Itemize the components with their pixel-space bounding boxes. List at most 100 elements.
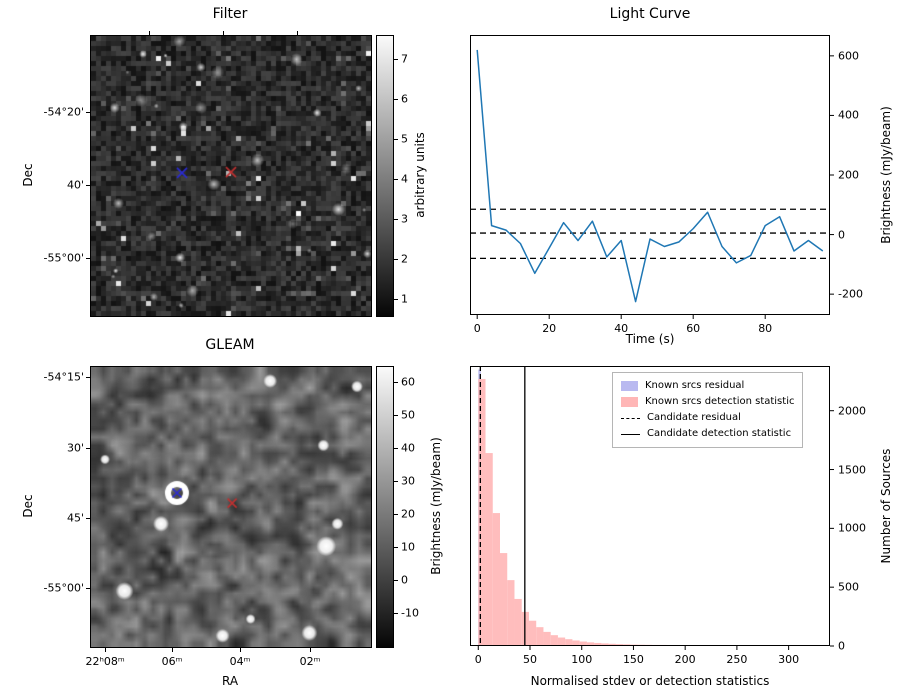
tick-label: 40 [401, 441, 415, 455]
tick-label: 0 [474, 653, 482, 666]
tick-label: 1500 [838, 463, 866, 477]
histogram-plot [470, 366, 834, 650]
tick-label: -55°00' [43, 581, 85, 595]
tick-label: 40 [614, 322, 629, 335]
tick-label: 06ᵐ [161, 655, 183, 668]
tick-mark [394, 415, 398, 417]
legend-line [621, 433, 640, 435]
tick-label: 200 [674, 653, 696, 666]
lightcurve-xlabel: Time (s) [625, 332, 675, 346]
tick-label: 30 [401, 474, 415, 488]
tick-label: 250 [726, 653, 748, 666]
tick-mark [105, 648, 107, 652]
tick-label: 3 [401, 212, 408, 226]
tick-mark [394, 99, 398, 100]
tick-mark [394, 613, 398, 615]
filter-colorbar [376, 35, 394, 317]
tick-label: 02ᵐ [299, 655, 321, 668]
tick-label: 100 [571, 653, 593, 666]
tick-label: 1000 [838, 521, 866, 535]
tick-label: 500 [838, 580, 859, 594]
filter-image [90, 35, 372, 317]
tick-label: 20 [401, 507, 415, 521]
legend-entry: Known srcs residual [621, 378, 794, 394]
tick-mark [86, 448, 90, 450]
gleam-colorbar [376, 366, 394, 648]
tick-label: 50 [401, 408, 415, 422]
tick-mark [394, 299, 398, 300]
tick-label: 150 [622, 653, 644, 666]
tick-label: 5 [401, 132, 408, 146]
tick-label: 30' [66, 441, 84, 455]
tick-mark [297, 31, 299, 35]
filter-title: Filter [212, 6, 248, 22]
tick-label: 600 [838, 49, 859, 63]
tick-mark [394, 580, 398, 582]
tick-mark [86, 518, 90, 520]
tick-mark [394, 547, 398, 549]
tick-mark [394, 59, 398, 60]
legend-label: Known srcs detection statistic [645, 396, 795, 407]
tick-mark [394, 139, 398, 140]
filter-colorbar-label: arbitrary units [413, 132, 427, 218]
tick-label: 7 [401, 52, 408, 66]
tick-mark [86, 588, 90, 590]
tick-mark [172, 648, 174, 652]
tick-label: 4 [401, 172, 408, 186]
histogram-xlabel: Normalised stdev or detection statistics [530, 674, 770, 688]
legend-entry: Candidate detection statistic [621, 426, 794, 442]
legend-entry: Known srcs detection statistic [621, 394, 794, 410]
tick-label: 45' [66, 511, 84, 525]
tick-mark [394, 382, 398, 384]
gleam-ylabel: Dec [21, 494, 35, 518]
tick-mark [394, 259, 398, 260]
tick-mark [223, 31, 224, 35]
tick-mark [394, 179, 398, 180]
gleam-title: GLEAM [205, 337, 255, 353]
tick-label: 300 [778, 653, 800, 666]
tick-label: 50 [523, 653, 537, 666]
legend-label: Candidate residual [647, 412, 741, 423]
tick-label: 20 [542, 322, 557, 335]
tick-label: 80 [758, 322, 773, 335]
tick-label: 0 [401, 573, 408, 587]
lightcurve-ylabel: Brightness (mJy/beam) [879, 106, 893, 244]
tick-mark [86, 112, 90, 113]
legend-line [621, 417, 640, 419]
tick-label: -54°20' [43, 105, 85, 119]
tick-label: 0 [838, 228, 845, 242]
tick-mark [394, 481, 398, 483]
legend-patch [621, 381, 638, 391]
tick-label: -54°15' [43, 370, 85, 384]
tick-mark [86, 377, 90, 379]
tick-label: 6 [401, 92, 408, 106]
histogram-ylabel: Number of Sources [879, 448, 893, 564]
tick-mark [86, 257, 90, 259]
tick-label: 1 [401, 292, 408, 306]
tick-label: 0 [473, 322, 481, 335]
filter-ylabel: Dec [21, 163, 35, 187]
legend-entry: Candidate residual [621, 410, 794, 426]
tick-label: 04ᵐ [229, 655, 251, 668]
tick-label: 10 [401, 540, 415, 554]
tick-label: 60 [686, 322, 701, 335]
tick-mark [240, 648, 242, 652]
tick-label: 2000 [838, 404, 866, 418]
tick-mark [86, 185, 90, 187]
lightcurve-plot [470, 35, 834, 319]
tick-label: -10 [401, 606, 419, 620]
tick-label: -200 [838, 287, 863, 301]
tick-mark [310, 648, 312, 652]
gleam-xlabel: RA [221, 674, 239, 688]
gleam-colorbar-label: Brightness (mJy/beam) [429, 437, 443, 575]
tick-label: 22ʰ08ᵐ [85, 655, 125, 668]
histogram-legend: Known srcs residual Known srcs detection … [612, 372, 804, 448]
tick-label: 200 [838, 168, 859, 182]
tick-mark [394, 219, 398, 220]
tick-mark [148, 31, 150, 35]
lightcurve-title: Light Curve [609, 6, 691, 22]
tick-label: 400 [838, 108, 859, 122]
tick-label: -55°00' [43, 251, 85, 265]
tick-mark [394, 514, 398, 516]
